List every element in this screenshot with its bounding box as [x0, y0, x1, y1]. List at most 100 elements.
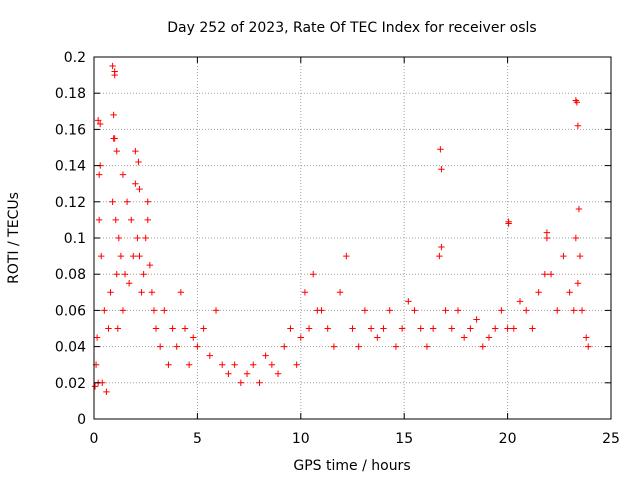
y-axis-label: ROTI / TECUs: [6, 192, 22, 284]
data-point-marker: [169, 325, 176, 332]
x-tick-label: 15: [395, 431, 413, 447]
data-point-marker: [398, 325, 406, 332]
data-point-marker: [510, 325, 518, 332]
data-point-marker: [460, 334, 468, 341]
data-point-marker: [156, 343, 164, 350]
data-point-marker: [343, 252, 350, 260]
data-point-marker: [367, 325, 375, 332]
data-point-marker: [535, 289, 542, 296]
data-point-marker: [504, 325, 511, 332]
data-point-marker: [392, 343, 400, 350]
data-point-marker: [107, 289, 114, 296]
data-point-marker: [438, 166, 445, 173]
data-point-marker: [566, 289, 573, 296]
data-point-marker: [479, 343, 486, 350]
y-tick-label: 0.04: [55, 340, 86, 356]
data-point-marker: [417, 325, 424, 332]
y-tick-label: 0.12: [55, 195, 86, 211]
data-point-marker: [144, 198, 151, 205]
data-point-marker: [573, 99, 581, 106]
data-point-marker: [268, 361, 276, 368]
data-point-marker: [136, 185, 143, 193]
data-point-marker: [140, 271, 147, 278]
data-point-marker: [560, 252, 567, 260]
y-tick-label: 0.14: [55, 159, 86, 175]
data-point-marker: [386, 307, 393, 314]
data-point-marker: [442, 307, 449, 314]
data-point-marker: [361, 307, 369, 314]
y-tick-label: 0.2: [64, 50, 86, 66]
data-point-marker: [256, 379, 263, 386]
data-point-marker: [109, 198, 116, 205]
data-point-marker: [523, 307, 530, 314]
data-point-marker: [113, 147, 120, 155]
data-point-marker: [132, 180, 139, 187]
data-point-marker: [310, 271, 317, 278]
data-point-marker: [190, 334, 197, 341]
data-point-marker: [411, 307, 418, 314]
data-point-marker: [142, 234, 149, 242]
data-point-marker: [98, 252, 105, 260]
data-point-marker: [128, 216, 135, 224]
data-point-marker: [225, 370, 232, 377]
data-point-marker: [318, 307, 325, 314]
data-point-marker: [293, 361, 300, 368]
y-tick-label: 0.02: [55, 376, 86, 392]
data-point-marker: [94, 117, 102, 124]
data-point-marker: [448, 325, 455, 332]
data-point-marker: [575, 205, 583, 213]
data-point-marker: [287, 325, 294, 332]
data-point-marker: [374, 334, 381, 341]
data-point-marker: [349, 325, 356, 332]
data-point-marker: [109, 62, 116, 70]
data-point-marker: [152, 325, 160, 332]
data-point-marker: [543, 229, 551, 236]
data-point-marker: [173, 343, 180, 350]
data-point-marker: [274, 370, 282, 377]
data-point-marker: [336, 289, 344, 296]
data-point-marker: [485, 334, 493, 341]
data-point-marker: [105, 325, 112, 332]
data-point-marker: [231, 361, 238, 368]
data-point-marker: [110, 111, 117, 119]
data-point-marker: [578, 307, 586, 314]
data-point-marker: [161, 307, 168, 314]
data-point-marker: [237, 379, 245, 386]
data-point-marker: [93, 334, 101, 341]
data-point-marker: [543, 234, 551, 242]
data-point-marker: [576, 252, 584, 260]
data-point-marker: [125, 280, 133, 287]
x-tick-label: 0: [90, 431, 99, 447]
data-point-marker: [570, 307, 577, 314]
data-point-marker: [380, 325, 387, 332]
y-tick-label: 0.1: [64, 231, 86, 247]
data-point-marker: [467, 325, 474, 332]
data-point-marker: [429, 325, 437, 332]
data-point-marker: [324, 325, 331, 332]
data-point-marker: [148, 289, 156, 296]
data-point-marker: [101, 307, 108, 314]
data-point-marker: [95, 216, 103, 224]
data-point-marker: [194, 343, 201, 350]
data-point-marker: [438, 243, 445, 251]
data-point-marker: [146, 261, 154, 269]
y-tick-label: 0: [77, 412, 86, 428]
data-point-marker: [529, 325, 536, 332]
data-point-marker: [250, 361, 257, 368]
data-point-marker: [185, 361, 193, 368]
data-point-marker: [297, 334, 304, 341]
data-point-marker: [243, 370, 251, 377]
data-point-marker: [138, 289, 145, 296]
data-point-marker: [405, 298, 412, 305]
data-point-marker: [262, 352, 269, 359]
axis-ticks: 0 5 10 15 20 25 0 0.02 0.04 0.06 0.08 0.1 0.12 0.14 0.…: [55, 50, 620, 447]
y-tick-label: 0.16: [55, 122, 86, 138]
data-point-marker: [554, 307, 561, 314]
y-tick-label: 0.08: [55, 267, 86, 283]
data-point-marker: [123, 198, 131, 205]
data-point-marker: [91, 383, 99, 390]
data-point-marker: [219, 361, 226, 368]
data-point-marker: [200, 325, 207, 332]
data-point-marker: [585, 343, 592, 350]
